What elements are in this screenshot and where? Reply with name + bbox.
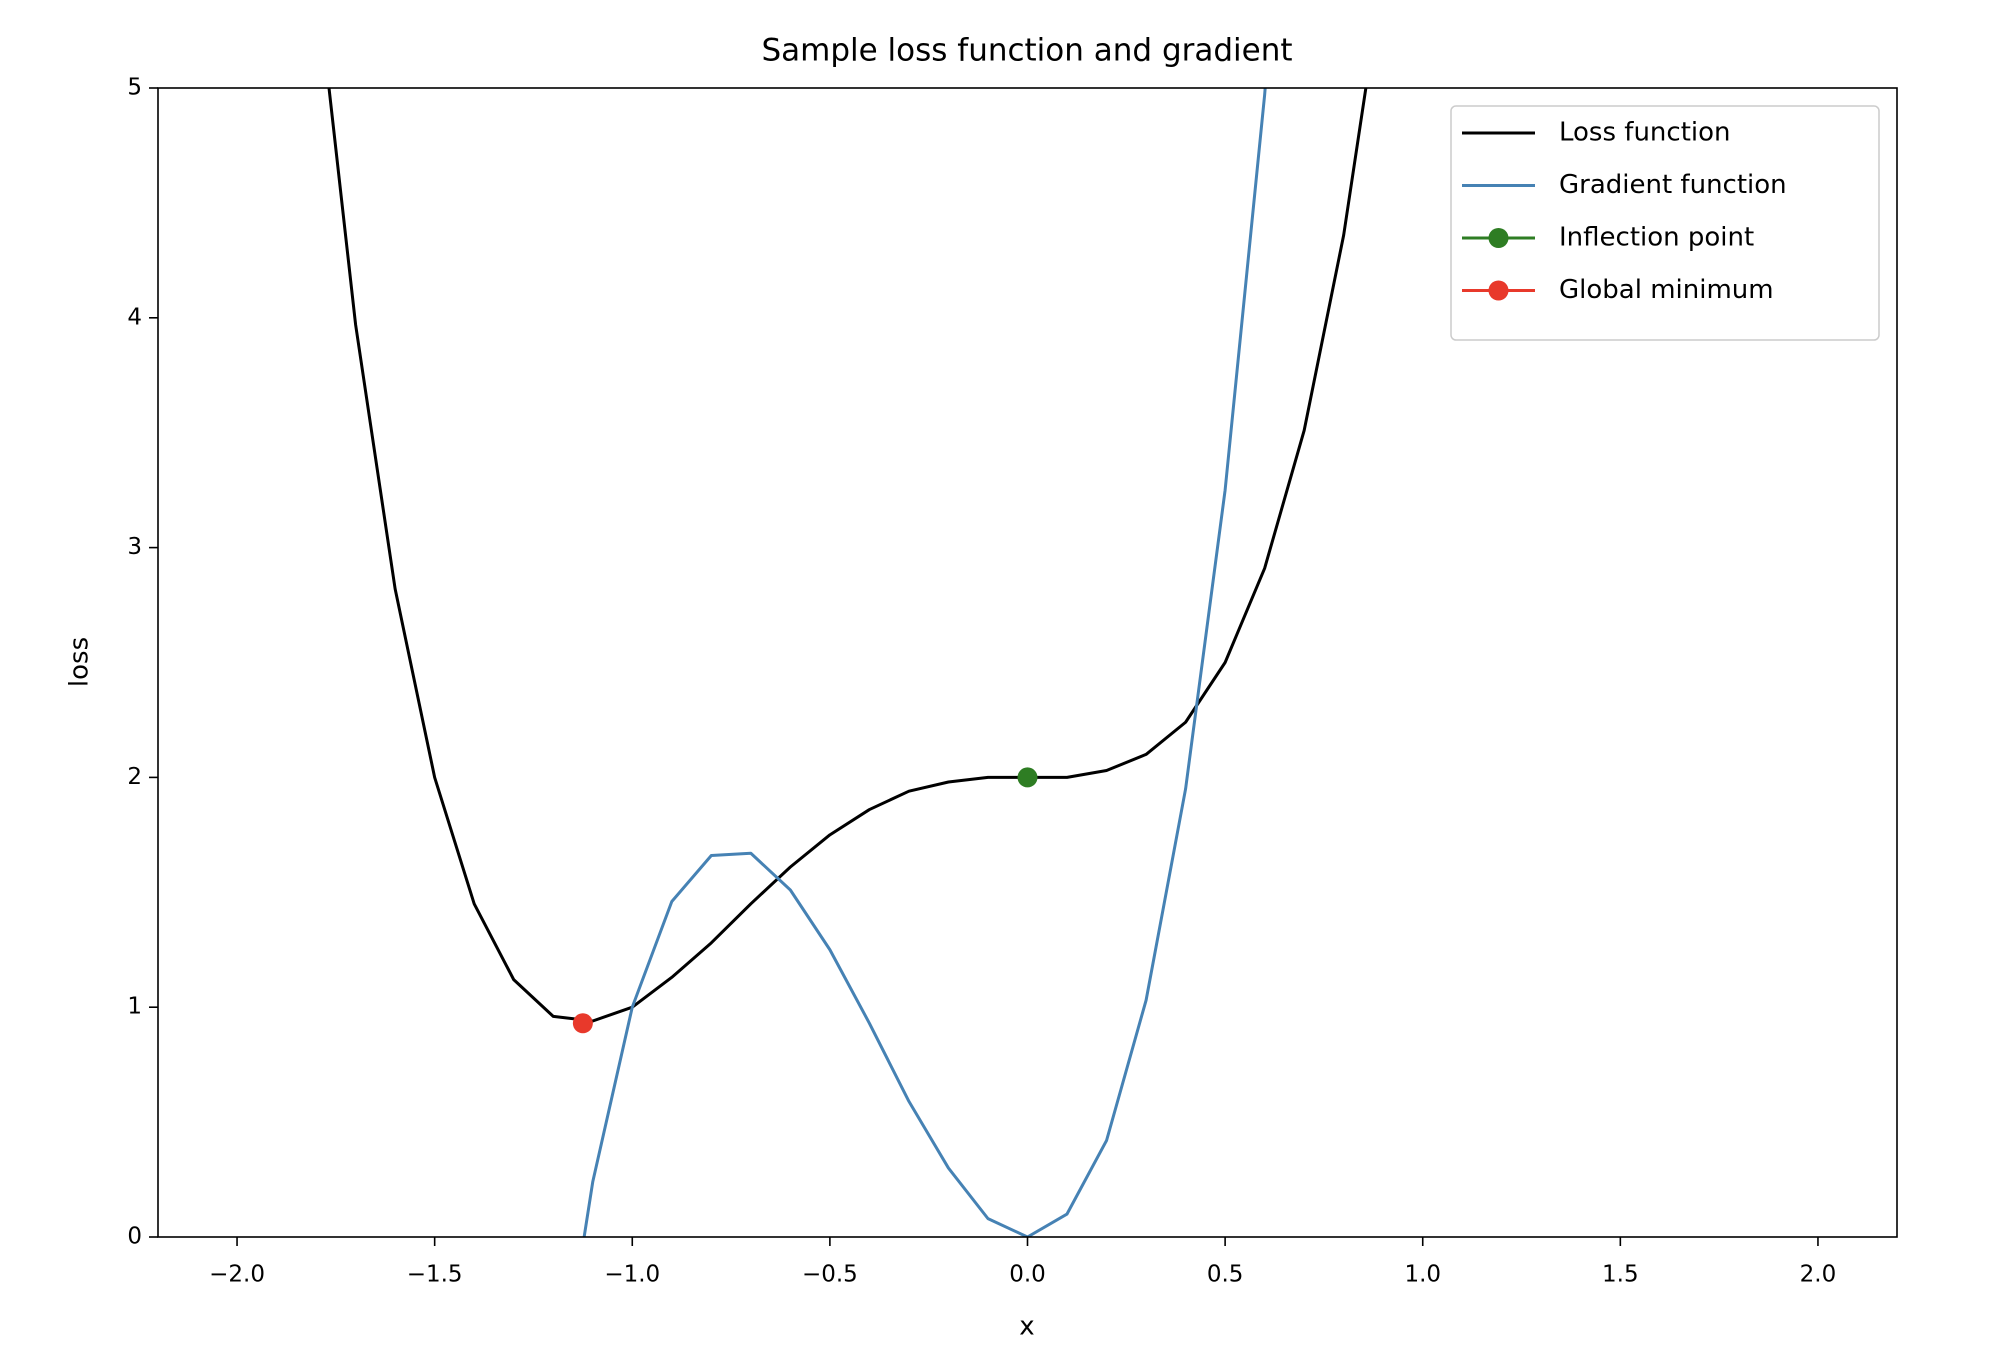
series-line bbox=[327, 88, 1368, 1023]
point-marker bbox=[572, 1013, 593, 1034]
x-tick-label: −0.5 bbox=[802, 1262, 858, 1288]
x-tick-label: −1.0 bbox=[604, 1262, 660, 1288]
x-tick-label: 0.0 bbox=[1009, 1262, 1046, 1288]
legend-label: Gradient function bbox=[1559, 170, 1787, 200]
point-marker bbox=[1017, 767, 1038, 788]
x-tick-label: 1.0 bbox=[1404, 1262, 1441, 1288]
legend-label: Loss function bbox=[1559, 118, 1731, 148]
series-line bbox=[582, 88, 1267, 1237]
legend: Loss function Gradient function Inflection… bbox=[1450, 105, 1880, 341]
x-tick-label: −1.5 bbox=[407, 1262, 463, 1288]
chart-title: Sample loss function and gradient bbox=[761, 33, 1292, 69]
legend-box bbox=[1450, 105, 1880, 341]
y-tick-label: 3 bbox=[127, 534, 142, 560]
legend-label: Inflection point bbox=[1559, 223, 1754, 253]
y-tick-label: 5 bbox=[127, 75, 142, 101]
x-axis-label: x bbox=[1019, 1312, 1034, 1342]
legend-marker bbox=[1488, 228, 1509, 248]
y-tick-label: 4 bbox=[127, 304, 142, 330]
x-tick-label: 2.0 bbox=[1800, 1262, 1837, 1288]
y-tick-label: 0 bbox=[127, 1224, 142, 1250]
y-axis-label: loss bbox=[65, 637, 95, 687]
legend-marker bbox=[1488, 280, 1509, 301]
x-tick-label: 1.5 bbox=[1602, 1262, 1639, 1288]
y-tick-label: 2 bbox=[127, 764, 142, 790]
x-tick-label: −2.0 bbox=[209, 1262, 265, 1288]
y-tick-label: 1 bbox=[127, 994, 142, 1020]
plot-area bbox=[327, 88, 1368, 1237]
legend-label: Global minimum bbox=[1559, 275, 1774, 305]
x-tick-label: 0.5 bbox=[1207, 1262, 1244, 1288]
